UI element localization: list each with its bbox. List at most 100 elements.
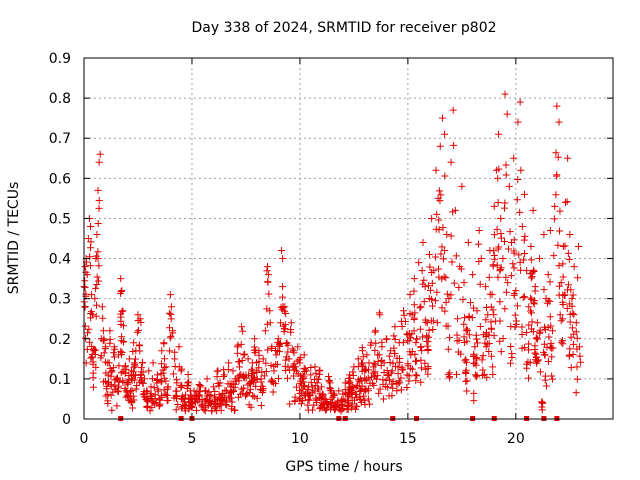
data-point <box>147 383 155 391</box>
data-point <box>403 383 411 391</box>
data-point <box>435 273 443 281</box>
data-point <box>86 222 94 230</box>
data-point <box>171 355 179 363</box>
data-point <box>510 154 518 162</box>
data-point <box>368 373 376 381</box>
data-point <box>377 362 385 370</box>
data-point <box>234 373 242 381</box>
data-point <box>147 390 155 398</box>
data-point <box>520 190 528 198</box>
data-point <box>527 274 535 282</box>
data-point <box>135 326 143 334</box>
data-point <box>433 319 441 327</box>
data-point <box>384 371 392 379</box>
data-point <box>375 389 383 397</box>
data-point <box>164 397 172 405</box>
data-point <box>378 338 386 346</box>
data-point <box>547 322 555 330</box>
data-point <box>81 302 89 310</box>
data-point <box>526 359 534 367</box>
data-point <box>422 365 430 373</box>
data-point <box>289 347 297 355</box>
data-point <box>213 367 221 375</box>
data-point <box>266 319 274 327</box>
data-point <box>496 317 504 325</box>
data-point <box>339 390 347 398</box>
data-point <box>334 397 342 405</box>
data-point <box>274 335 282 343</box>
data-point <box>295 395 303 403</box>
data-point <box>543 382 551 390</box>
data-point <box>487 325 495 333</box>
data-point <box>162 377 170 385</box>
data-point <box>371 368 379 376</box>
data-point <box>116 289 124 297</box>
data-point <box>173 387 181 395</box>
data-point <box>416 304 424 312</box>
data-point <box>345 399 353 407</box>
data-point <box>559 315 567 323</box>
data-point <box>471 343 479 351</box>
data-point <box>348 400 356 408</box>
data-point <box>92 312 100 320</box>
x-tick-label: 10 <box>291 431 309 447</box>
data-point <box>130 339 138 347</box>
data-point <box>559 273 567 281</box>
data-point <box>509 260 517 268</box>
data-point <box>435 216 443 224</box>
data-point <box>242 390 250 398</box>
data-point <box>171 348 179 356</box>
data-point <box>252 382 260 390</box>
data-point <box>133 328 141 336</box>
data-point <box>160 340 168 348</box>
data-point <box>521 344 529 352</box>
data-point <box>460 279 468 287</box>
data-point <box>308 406 316 414</box>
data-point <box>173 376 181 384</box>
data-point <box>556 311 564 319</box>
data-point <box>531 346 539 354</box>
data-point <box>573 375 581 383</box>
data-point <box>157 370 165 378</box>
data-point <box>432 253 440 261</box>
data-point <box>490 311 498 319</box>
data-point <box>505 182 513 190</box>
data-point <box>95 204 103 212</box>
data-point <box>364 395 372 403</box>
data-point <box>561 242 569 250</box>
data-point <box>105 378 113 386</box>
data-point <box>117 288 125 296</box>
data-point <box>519 293 527 301</box>
data-point <box>174 401 182 409</box>
data-point <box>353 403 361 411</box>
data-point <box>86 262 94 270</box>
data-point <box>536 368 544 376</box>
data-point <box>132 385 140 393</box>
data-point <box>527 256 535 264</box>
data-point <box>528 325 536 333</box>
data-point <box>269 388 277 396</box>
data-point <box>349 368 357 376</box>
data-point <box>160 364 168 372</box>
data-point <box>92 284 100 292</box>
data-point <box>284 341 292 349</box>
data-point <box>279 293 287 301</box>
data-point <box>449 208 457 216</box>
data-point <box>557 279 565 287</box>
data-point <box>253 394 261 402</box>
data-point <box>507 322 515 330</box>
data-point <box>352 402 360 410</box>
data-point <box>541 325 549 333</box>
data-point <box>462 355 470 363</box>
data-point <box>134 311 142 319</box>
data-point <box>490 202 498 210</box>
data-point <box>512 287 520 295</box>
data-point <box>96 150 104 158</box>
data-point <box>118 308 126 316</box>
data-point <box>443 230 451 238</box>
data-point <box>465 313 473 321</box>
data-point <box>203 392 211 400</box>
y-tick-label: 0.1 <box>49 372 71 388</box>
data-point <box>260 372 268 380</box>
data-point <box>367 341 375 349</box>
